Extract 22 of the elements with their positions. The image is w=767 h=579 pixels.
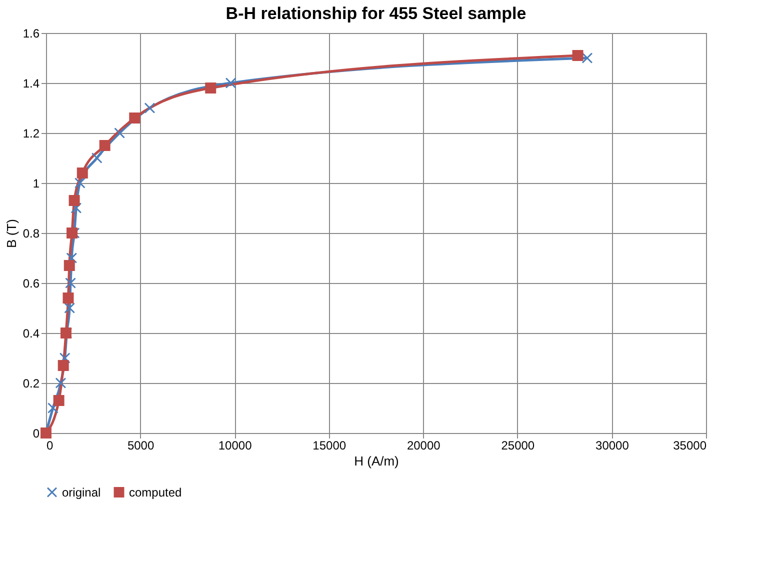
y-tick-label: 0: [32, 426, 40, 440]
x-tick-label: 35000: [673, 438, 707, 452]
y-tick-label: 0.6: [22, 276, 40, 290]
x-tick-label: 25000: [501, 438, 535, 452]
y-tick-label: 0.4: [22, 326, 40, 340]
y-tick-label: 1.2: [22, 126, 40, 140]
x-tick-label: 5000: [127, 438, 154, 452]
legend-label: original: [62, 485, 101, 500]
y-tick-label: 0.8: [22, 226, 40, 240]
x-tick-label: 20000: [406, 438, 441, 452]
y-tick-label: 1.4: [22, 76, 40, 90]
y-tick-label: 0.2: [22, 376, 40, 390]
y-axis-title: B (T): [4, 219, 19, 248]
y-tick-label: 1: [32, 176, 40, 190]
x-tick-label: 30000: [596, 438, 630, 452]
x-tick-label: 0: [46, 438, 54, 452]
x-tick-label: 15000: [312, 438, 346, 452]
chart-title: B-H relationship for 455 Steel sample: [226, 4, 526, 23]
x-axis-title: H (A/m): [354, 454, 399, 468]
legend-label: computed: [129, 485, 182, 500]
x-tick-label: 10000: [218, 438, 252, 452]
y-tick-label: 1.6: [22, 26, 40, 40]
